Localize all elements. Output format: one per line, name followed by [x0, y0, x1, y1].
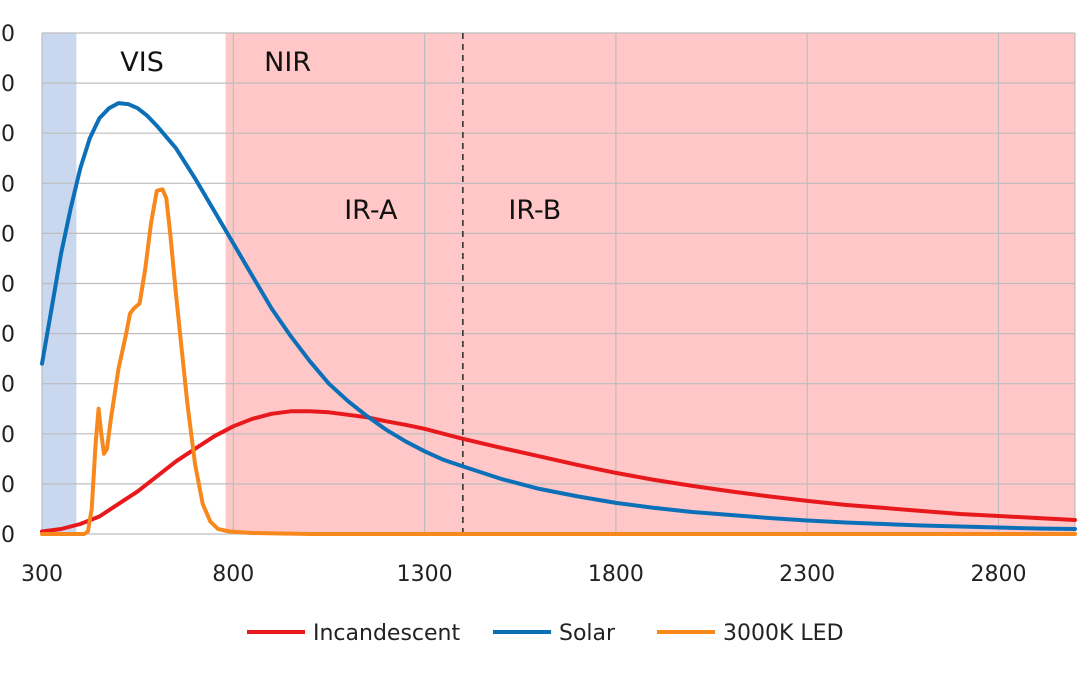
x-tick-label: 800: [212, 562, 254, 587]
legend-label-solar: Solar: [559, 621, 616, 646]
x-tick-label: 1800: [588, 562, 644, 587]
y-tick-label: 80: [0, 122, 15, 147]
region-label-vis: VIS: [120, 47, 164, 78]
region-labels: VIS NIR IR-A IR-B: [120, 47, 561, 226]
region-label-ir-a: IR-A: [344, 195, 398, 226]
y-tick-label: 50: [0, 273, 15, 298]
y-tick-label: 100: [0, 22, 15, 47]
x-tick-label: 300: [21, 562, 63, 587]
y-tick-label: 20: [0, 423, 15, 448]
series-line-3000k-led: [40, 187, 1077, 536]
x-tick-label: 1300: [397, 562, 453, 587]
y-tick-label: 60: [0, 222, 15, 247]
series-line-solar: [40, 101, 1077, 531]
y-tick-label: 30: [0, 373, 15, 398]
y-axis-ticks: 0 10 20 30 40 50 60 70 80 90 100: [0, 22, 15, 548]
series-line-incandescent: [40, 409, 1077, 534]
y-tick-label: 90: [0, 72, 15, 97]
region-label-ir-b: IR-B: [508, 195, 561, 226]
x-tick-label: 2300: [779, 562, 835, 587]
region-label-nir: NIR: [264, 47, 311, 78]
y-tick-label: 70: [0, 172, 15, 197]
y-tick-label: 10: [0, 473, 15, 498]
y-tick-label: 40: [0, 323, 15, 348]
y-tick-label: 0: [1, 523, 15, 548]
series-lines: [40, 101, 1077, 536]
legend: Incandescent Solar 3000K LED: [247, 621, 844, 646]
legend-label-3000k-led: 3000K LED: [723, 621, 844, 646]
legend-label-incandescent: Incandescent: [313, 621, 460, 646]
x-tick-label: 2800: [970, 562, 1026, 587]
x-axis-ticks: 300 800 1300 1800 2300 2800: [21, 562, 1026, 587]
